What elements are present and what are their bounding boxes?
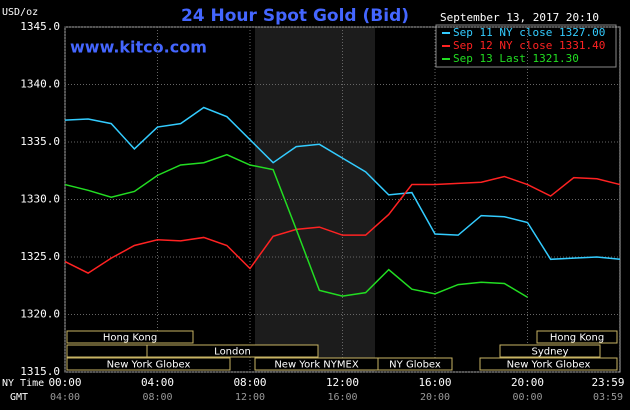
gmt-tick-label: 20:00 <box>420 392 450 403</box>
session-box <box>66 330 194 344</box>
x-tick-label: 16:00 <box>418 376 451 389</box>
price-line <box>64 175 621 274</box>
x-tick-label: 20:00 <box>511 376 544 389</box>
chart-title: 24 Hour Spot Gold (Bid) <box>181 6 409 26</box>
legend-label: Sep 12 NY close 1331.40 <box>453 39 605 52</box>
session-label: Sydney <box>531 347 568 358</box>
legend-label: Sep 13 Last 1321.30 <box>453 52 579 65</box>
legend <box>435 24 617 68</box>
session-box <box>377 357 453 371</box>
gmt-tick-label: 12:00 <box>235 392 265 403</box>
price-line <box>64 153 528 298</box>
x-tick-label: 00:00 <box>48 376 81 389</box>
gmt-tick-label: 00:00 <box>512 392 542 403</box>
gmt-tick-label: 03:59 <box>593 392 623 403</box>
session-label: New York Globex <box>107 360 191 371</box>
y-tick-label: 1320.0 <box>20 308 60 321</box>
site-label: www.kitco.com <box>70 38 207 57</box>
session-label: New York NYMEX <box>274 360 359 371</box>
session-box <box>146 344 319 358</box>
session-label: Hong Kong <box>103 333 157 344</box>
y-tick-label: 1325.0 <box>20 250 60 263</box>
session-box <box>66 344 148 358</box>
x-tick-label: 08:00 <box>233 376 266 389</box>
x-tick-label: 23:59 <box>591 376 624 389</box>
session-box <box>479 357 618 371</box>
session-label: NY Globex <box>389 360 441 371</box>
x-tick-label: 12:00 <box>326 376 359 389</box>
y-tick-label: 1330.0 <box>20 193 60 206</box>
session-label: New York Globex <box>507 360 591 371</box>
y-tick-label: 1335.0 <box>20 135 60 148</box>
y-tick-label: 1315.0 <box>20 365 60 378</box>
x-axis-label: GMT <box>10 392 28 403</box>
session-label: Hong Kong <box>550 333 604 344</box>
legend-label: Sep 11 NY close 1327.00 <box>453 26 605 39</box>
session-box <box>499 344 601 358</box>
session-box <box>66 357 231 371</box>
gmt-tick-label: 08:00 <box>142 392 172 403</box>
x-axis-label: NY Time <box>2 378 44 389</box>
session-label: London <box>214 347 251 358</box>
session-box <box>536 330 618 344</box>
y-tick-label: 1340.0 <box>20 78 60 91</box>
gmt-tick-label: 16:00 <box>327 392 357 403</box>
y-tick-label: 1345.0 <box>20 20 60 33</box>
price-line <box>64 106 621 261</box>
timestamp: September 13, 2017 20:10 <box>440 11 599 24</box>
x-tick-label: 04:00 <box>141 376 174 389</box>
gmt-tick-label: 04:00 <box>50 392 80 403</box>
unit-label: USD/oz <box>2 7 38 18</box>
